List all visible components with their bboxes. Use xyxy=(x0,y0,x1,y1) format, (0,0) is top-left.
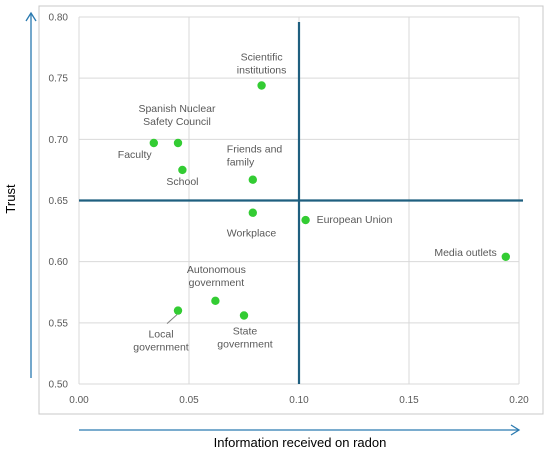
chart-frame xyxy=(38,5,544,415)
y-tick-label: 0.60 xyxy=(49,257,69,268)
data-point xyxy=(257,81,266,90)
data-point xyxy=(239,311,249,320)
reference-lines xyxy=(79,22,523,384)
data-points xyxy=(149,81,510,320)
data-point-label: State government xyxy=(217,325,273,350)
data-point xyxy=(301,215,310,225)
label-leader-line xyxy=(166,314,178,324)
data-point xyxy=(248,208,257,217)
data-point-label: Spanish Nuclear Safety Council xyxy=(138,103,216,128)
y-tick-label: 0.50 xyxy=(49,380,69,391)
y-axis-arrowhead xyxy=(25,11,37,22)
axis-arrows xyxy=(25,11,521,436)
x-tick-label: 0.10 xyxy=(289,395,309,406)
data-point xyxy=(173,306,183,315)
data-point xyxy=(248,175,257,184)
data-point-label: Scientific institutions xyxy=(237,52,287,77)
data-point-label: Workplace xyxy=(227,228,277,240)
data-point xyxy=(149,138,158,148)
data-point-label: European Union xyxy=(317,214,393,226)
data-point xyxy=(178,165,187,175)
data-point-label: Faculty xyxy=(118,149,153,161)
data-point-label: Autonomous government xyxy=(187,264,246,289)
data-point-label: Media outlets xyxy=(434,247,496,259)
x-axis-title: Information received on radon xyxy=(214,435,387,450)
x-tick-label: 0.05 xyxy=(179,395,199,406)
x-axis-arrowhead xyxy=(510,424,521,436)
y-tick-label: 0.75 xyxy=(49,74,69,85)
data-point-label: School xyxy=(166,176,198,188)
data-point-label: Local government xyxy=(133,329,189,354)
y-tick-label: 0.65 xyxy=(49,196,69,207)
point-labels: Scientific institutions Spanish Nuclear Saf… xyxy=(118,52,497,354)
x-tick-label: 0.15 xyxy=(399,395,419,406)
tick-labels: 0.00 0.05 0.10 0.15 0.20 0.50 0.55 0.60 0.65 0.70… xyxy=(49,13,530,407)
y-tick-label: 0.80 xyxy=(49,13,69,24)
data-point xyxy=(173,138,183,148)
y-axis-title: Trust xyxy=(3,184,18,214)
y-tick-label: 0.70 xyxy=(49,135,69,146)
data-point xyxy=(501,252,510,261)
x-tick-label: 0.00 xyxy=(69,395,89,406)
y-tick-label: 0.55 xyxy=(49,318,69,329)
x-tick-label: 0.20 xyxy=(509,395,529,406)
data-point xyxy=(211,296,220,306)
data-point-label: Friends and family xyxy=(227,144,283,169)
